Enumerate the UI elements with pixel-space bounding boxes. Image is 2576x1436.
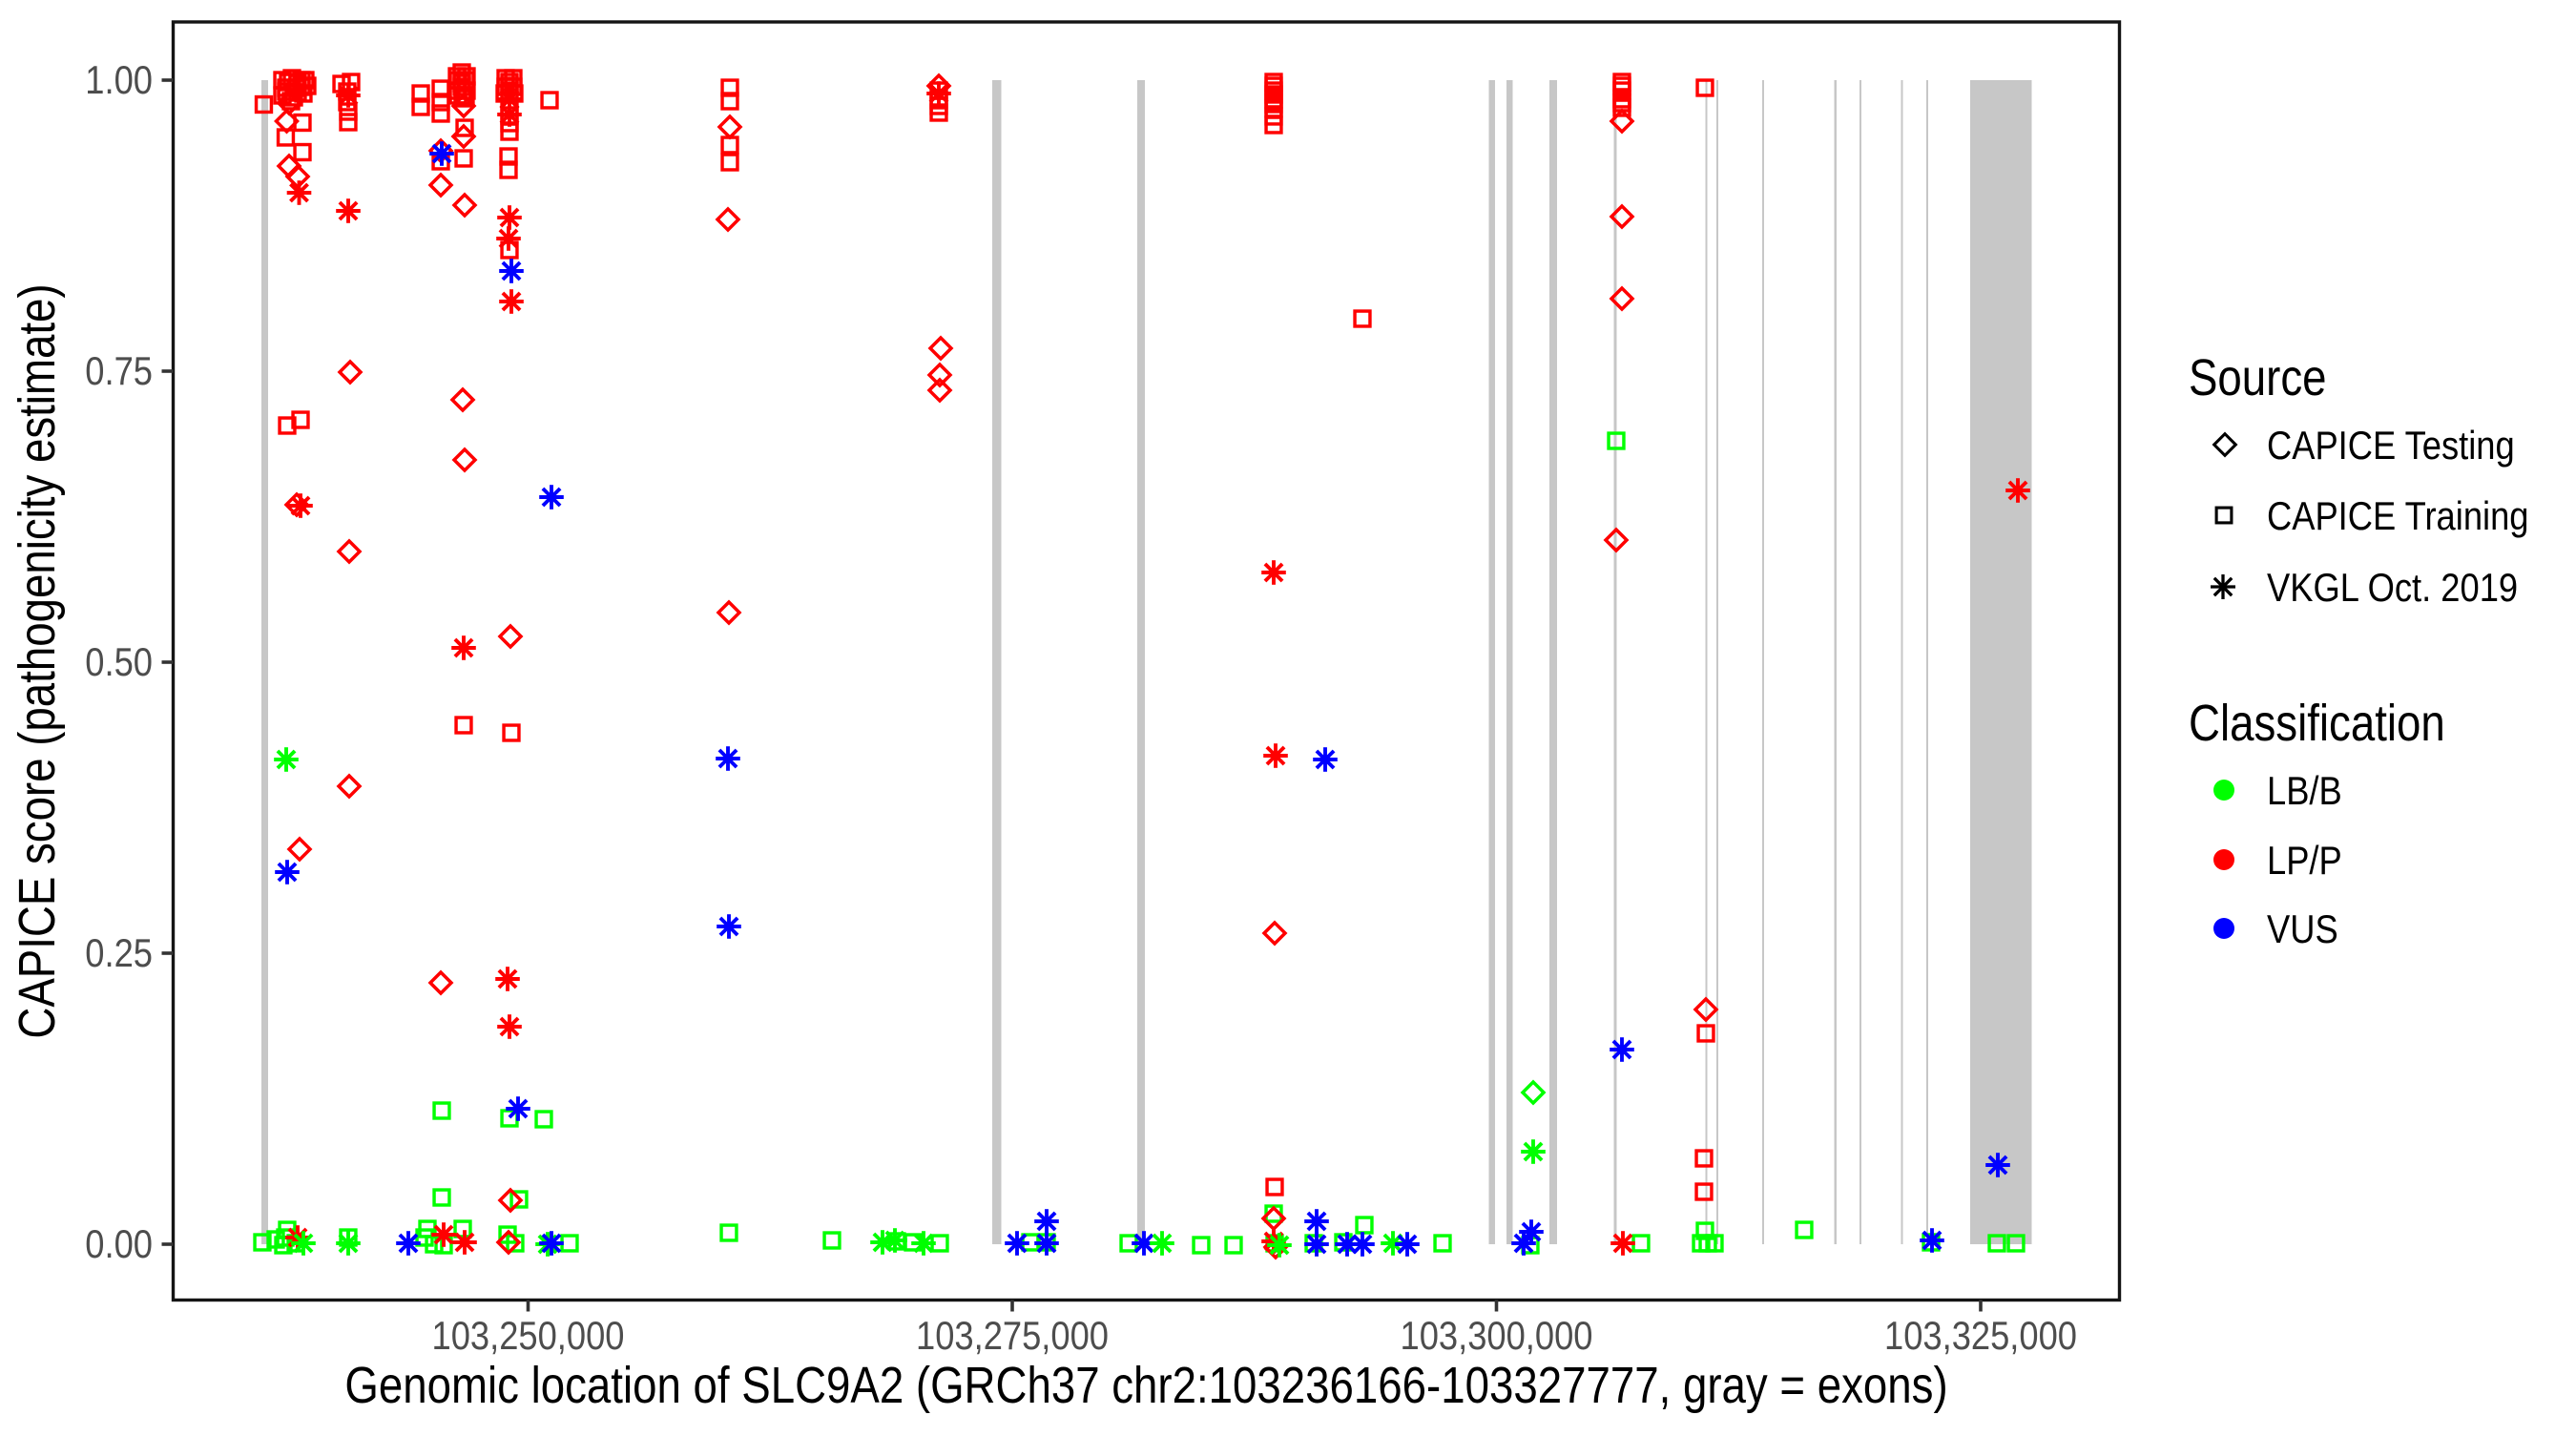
svg-text:VKGL Oct. 2019: VKGL Oct. 2019	[2267, 566, 2518, 611]
svg-text:103,300,000: 103,300,000	[1401, 1314, 1593, 1359]
svg-text:CAPICE Training: CAPICE Training	[2267, 494, 2528, 539]
svg-text:Classification: Classification	[2189, 694, 2445, 751]
svg-text:0.00: 0.00	[85, 1222, 153, 1267]
svg-text:103,250,000: 103,250,000	[432, 1314, 625, 1359]
svg-text:LB/B: LB/B	[2267, 769, 2342, 814]
svg-text:103,325,000: 103,325,000	[1884, 1314, 2077, 1359]
svg-text:0.50: 0.50	[85, 640, 153, 685]
svg-text:Source: Source	[2189, 348, 2327, 406]
svg-text:0.25: 0.25	[85, 931, 153, 976]
svg-text:CAPICE Testing: CAPICE Testing	[2267, 424, 2515, 468]
svg-text:VUS: VUS	[2267, 907, 2338, 952]
svg-text:Genomic location of SLC9A2 (GR: Genomic location of SLC9A2 (GRCh37 chr2:…	[344, 1356, 1947, 1413]
svg-text:1.00: 1.00	[85, 58, 153, 103]
svg-text:LP/P: LP/P	[2267, 839, 2342, 884]
svg-text:0.75: 0.75	[85, 349, 153, 394]
svg-text:103,275,000: 103,275,000	[916, 1314, 1109, 1359]
svg-text:CAPICE score (pathogenicity es: CAPICE score (pathogenicity estimate)	[8, 283, 65, 1038]
